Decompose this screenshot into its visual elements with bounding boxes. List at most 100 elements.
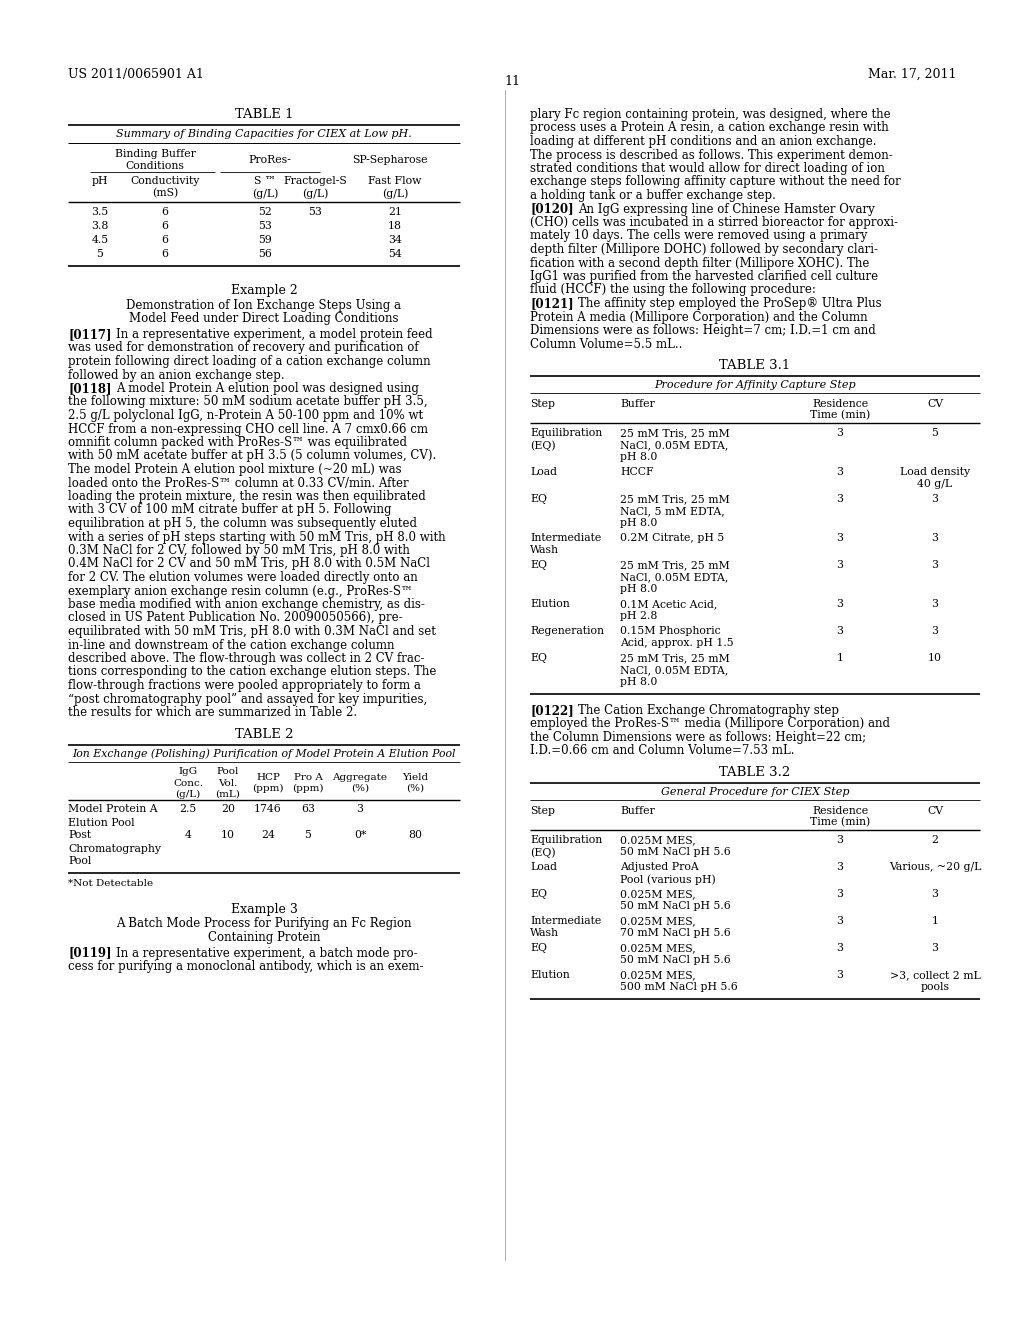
Text: 4.5: 4.5 bbox=[91, 235, 109, 246]
Text: 0.025M MES,: 0.025M MES, bbox=[620, 888, 695, 899]
Text: fluid (HCCF) the using the following procedure:: fluid (HCCF) the using the following pro… bbox=[530, 284, 816, 297]
Text: 11: 11 bbox=[504, 75, 520, 88]
Text: Elution Pool: Elution Pool bbox=[68, 817, 134, 828]
Text: EQ: EQ bbox=[530, 494, 547, 504]
Text: HCCF: HCCF bbox=[620, 467, 653, 477]
Text: exemplary anion exchange resin column (e.g., ProRes-S™: exemplary anion exchange resin column (e… bbox=[68, 585, 413, 598]
Text: 20: 20 bbox=[221, 804, 234, 814]
Text: Example 2: Example 2 bbox=[230, 284, 297, 297]
Text: 3: 3 bbox=[837, 560, 844, 570]
Text: HCCF from a non-expressing CHO cell line. A 7 cmx0.66 cm: HCCF from a non-expressing CHO cell line… bbox=[68, 422, 428, 436]
Text: 3: 3 bbox=[837, 494, 844, 504]
Text: Procedure for Affinity Capture Step: Procedure for Affinity Capture Step bbox=[654, 380, 856, 389]
Text: (%): (%) bbox=[351, 784, 369, 792]
Text: 1746: 1746 bbox=[254, 804, 282, 814]
Text: (g/L): (g/L) bbox=[302, 187, 328, 198]
Text: [0120]: [0120] bbox=[530, 202, 573, 215]
Text: 53: 53 bbox=[258, 220, 272, 231]
Text: 6: 6 bbox=[162, 220, 169, 231]
Text: 1: 1 bbox=[932, 916, 939, 927]
Text: Binding Buffer: Binding Buffer bbox=[115, 149, 196, 158]
Text: 0*: 0* bbox=[354, 830, 367, 841]
Text: HCP: HCP bbox=[256, 772, 280, 781]
Text: Example 3: Example 3 bbox=[230, 903, 297, 916]
Text: IgG1 was purified from the harvested clarified cell culture: IgG1 was purified from the harvested cla… bbox=[530, 271, 879, 282]
Text: Mar. 17, 2011: Mar. 17, 2011 bbox=[867, 69, 956, 81]
Text: (g/L): (g/L) bbox=[382, 187, 409, 198]
Text: Wash: Wash bbox=[530, 545, 559, 554]
Text: Intermediate: Intermediate bbox=[530, 916, 601, 927]
Text: (EQ): (EQ) bbox=[530, 440, 556, 450]
Text: [0119]: [0119] bbox=[68, 946, 112, 960]
Text: Load density: Load density bbox=[900, 467, 970, 477]
Text: IgG: IgG bbox=[178, 767, 198, 776]
Text: [0118]: [0118] bbox=[68, 381, 112, 395]
Text: S ™: S ™ bbox=[254, 176, 275, 186]
Text: The affinity step employed the ProSep® Ultra Plus: The affinity step employed the ProSep® U… bbox=[578, 297, 882, 310]
Text: 18: 18 bbox=[388, 220, 402, 231]
Text: 3: 3 bbox=[837, 916, 844, 927]
Text: 10: 10 bbox=[221, 830, 234, 841]
Text: [0117]: [0117] bbox=[68, 327, 112, 341]
Text: described above. The flow-through was collect in 2 CV frac-: described above. The flow-through was co… bbox=[68, 652, 425, 665]
Text: Conditions: Conditions bbox=[126, 161, 184, 172]
Text: 3: 3 bbox=[837, 862, 844, 873]
Text: (CHO) cells was incubated in a stirred bioreactor for approxi-: (CHO) cells was incubated in a stirred b… bbox=[530, 216, 898, 228]
Text: with 3 CV of 100 mM citrate buffer at pH 5. Following: with 3 CV of 100 mM citrate buffer at pH… bbox=[68, 503, 391, 516]
Text: 70 mM NaCl pH 5.6: 70 mM NaCl pH 5.6 bbox=[620, 928, 731, 939]
Text: Containing Protein: Containing Protein bbox=[208, 931, 321, 944]
Text: “post chromatography pool” and assayed for key impurities,: “post chromatography pool” and assayed f… bbox=[68, 693, 427, 705]
Text: 50 mM NaCl pH 5.6: 50 mM NaCl pH 5.6 bbox=[620, 954, 731, 965]
Text: In a representative experiment, a model protein feed: In a representative experiment, a model … bbox=[116, 327, 432, 341]
Text: Step: Step bbox=[530, 399, 555, 409]
Text: Equilibration: Equilibration bbox=[530, 836, 602, 845]
Text: pH 8.0: pH 8.0 bbox=[620, 677, 657, 686]
Text: TABLE 1: TABLE 1 bbox=[234, 108, 293, 121]
Text: 0.3M NaCl for 2 CV, followed by 50 mM Tris, pH 8.0 with: 0.3M NaCl for 2 CV, followed by 50 mM Tr… bbox=[68, 544, 410, 557]
Text: mately 10 days. The cells were removed using a primary: mately 10 days. The cells were removed u… bbox=[530, 230, 867, 243]
Text: 4: 4 bbox=[184, 830, 191, 841]
Text: Elution: Elution bbox=[530, 599, 569, 609]
Text: 6: 6 bbox=[162, 235, 169, 246]
Text: 59: 59 bbox=[258, 235, 272, 246]
Text: equilibrated with 50 mM Tris, pH 8.0 with 0.3M NaCl and set: equilibrated with 50 mM Tris, pH 8.0 wit… bbox=[68, 624, 436, 638]
Text: 80: 80 bbox=[408, 830, 422, 841]
Text: 63: 63 bbox=[301, 804, 315, 814]
Text: 0.025M MES,: 0.025M MES, bbox=[620, 836, 695, 845]
Text: (mL): (mL) bbox=[216, 789, 241, 799]
Text: Intermediate: Intermediate bbox=[530, 533, 601, 543]
Text: General Procedure for CIEX Step: General Procedure for CIEX Step bbox=[660, 787, 849, 797]
Text: Pro A: Pro A bbox=[294, 772, 323, 781]
Text: 3: 3 bbox=[837, 970, 844, 979]
Text: 500 mM NaCl pH 5.6: 500 mM NaCl pH 5.6 bbox=[620, 982, 737, 993]
Text: for 2 CV. The elution volumes were loaded directly onto an: for 2 CV. The elution volumes were loade… bbox=[68, 572, 418, 583]
Text: 3: 3 bbox=[932, 888, 939, 899]
Text: 53: 53 bbox=[308, 207, 322, 216]
Text: Protein A media (Millipore Corporation) and the Column: Protein A media (Millipore Corporation) … bbox=[530, 310, 867, 323]
Text: Residence: Residence bbox=[812, 399, 868, 409]
Text: 0.025M MES,: 0.025M MES, bbox=[620, 916, 695, 927]
Text: Aggregate: Aggregate bbox=[333, 772, 387, 781]
Text: tions corresponding to the cation exchange elution steps. The: tions corresponding to the cation exchan… bbox=[68, 665, 436, 678]
Text: 3: 3 bbox=[356, 804, 364, 814]
Text: 1: 1 bbox=[837, 653, 844, 663]
Text: loaded onto the ProRes-S™ column at 0.33 CV/min. After: loaded onto the ProRes-S™ column at 0.33… bbox=[68, 477, 409, 490]
Text: 0.1M Acetic Acid,: 0.1M Acetic Acid, bbox=[620, 599, 718, 609]
Text: Wash: Wash bbox=[530, 928, 559, 939]
Text: 3: 3 bbox=[932, 560, 939, 570]
Text: An IgG expressing line of Chinese Hamster Ovary: An IgG expressing line of Chinese Hamste… bbox=[578, 202, 874, 215]
Text: cess for purifying a monoclonal antibody, which is an exem-: cess for purifying a monoclonal antibody… bbox=[68, 960, 424, 973]
Text: (mS): (mS) bbox=[152, 187, 178, 198]
Text: US 2011/0065901 A1: US 2011/0065901 A1 bbox=[68, 69, 204, 81]
Text: Equilibration: Equilibration bbox=[530, 428, 602, 438]
Text: (g/L): (g/L) bbox=[252, 187, 279, 198]
Text: Model Feed under Direct Loading Conditions: Model Feed under Direct Loading Conditio… bbox=[129, 312, 398, 325]
Text: Vol.: Vol. bbox=[218, 779, 238, 788]
Text: (ppm): (ppm) bbox=[252, 784, 284, 792]
Text: 21: 21 bbox=[388, 207, 402, 216]
Text: 0.15M Phosphoric: 0.15M Phosphoric bbox=[620, 626, 721, 636]
Text: base media modified with anion exchange chemistry, as dis-: base media modified with anion exchange … bbox=[68, 598, 425, 611]
Text: 10: 10 bbox=[928, 653, 942, 663]
Text: 3: 3 bbox=[837, 888, 844, 899]
Text: 3: 3 bbox=[837, 428, 844, 438]
